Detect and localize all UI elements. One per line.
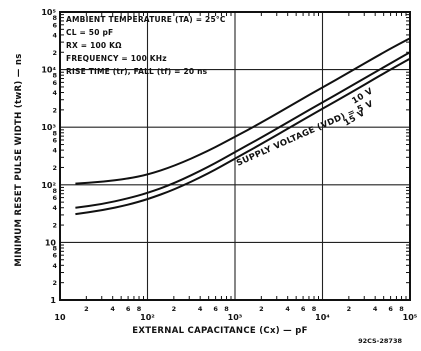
y-tick-label: 1: [50, 296, 56, 305]
series-line-10v: [75, 51, 411, 209]
y-minor-tick-label: 8: [52, 244, 57, 252]
y-minor-tick-label: 4: [52, 147, 57, 155]
test-conditions: AMBIENT TEMPERATURE (TA) = 25°C CL = 50 …: [66, 15, 226, 76]
x-tick-label: 10⁴: [315, 313, 330, 322]
x-minor-tick-label: 6: [388, 305, 393, 313]
y-minor-tick-label: 4: [52, 89, 57, 97]
condition-resistance: RX = 100 KΩ: [66, 41, 122, 50]
y-minor-tick-label: 4: [52, 31, 57, 39]
condition-load-capacitance: CL = 50 pF: [66, 28, 113, 37]
y-minor-tick-label: 2: [52, 164, 57, 172]
x-minor-tick-label: 6: [126, 305, 131, 313]
y-minor-tick-label: 6: [52, 79, 57, 87]
x-minor-tick-label: 6: [213, 305, 218, 313]
x-minor-tick-label: 4: [373, 305, 378, 313]
condition-temperature: AMBIENT TEMPERATURE (TA) = 25°C: [66, 15, 226, 24]
x-minor-tick-label: 6: [301, 305, 306, 313]
y-minor-tick-label: 2: [52, 222, 57, 230]
x-minor-tick-label: 8: [137, 305, 142, 313]
x-minor-tick-label: 8: [399, 305, 404, 313]
x-minor-tick-label: 2: [84, 305, 89, 313]
y-minor-tick-label: 6: [52, 194, 57, 202]
y-minor-tick-label: 2: [52, 49, 57, 57]
y-minor-tick-label: 8: [52, 187, 57, 195]
y-minor-tick-label: 2: [52, 279, 57, 287]
y-minor-tick-label: 8: [52, 129, 57, 137]
figure-code: 92CS-28738: [358, 337, 402, 345]
y-minor-tick-label: 4: [52, 204, 57, 212]
y-minor-tick-label: 6: [52, 21, 57, 29]
x-minor-tick-label: 4: [198, 305, 203, 313]
y-minor-tick-label: 4: [52, 262, 57, 270]
x-tick-label: 10²: [140, 313, 155, 322]
condition-rise-fall-time: RISE TIME (tr), FALL (tf) = 20 ns: [66, 67, 208, 76]
x-axis-title: EXTERNAL CAPACITANCE (Cx) — pF: [132, 326, 307, 336]
x-minor-tick-label: 8: [224, 305, 229, 313]
y-minor-tick-label: 8: [52, 72, 57, 80]
x-minor-tick-label: 4: [285, 305, 290, 313]
x-tick-label: 10³: [228, 313, 243, 322]
y-axis-title: MINIMUM RESET PULSE WIDTH (twR) — ns: [14, 53, 24, 266]
y-tick-label: 10⁴: [41, 66, 56, 75]
plot-frame: [59, 11, 411, 301]
x-tick-label: 10⁵: [403, 313, 418, 322]
y-minor-tick-label: 2: [52, 106, 57, 114]
series-line-15v: [75, 57, 411, 216]
condition-frequency: FREQUENCY = 100 KHz: [66, 54, 167, 63]
y-tick-label: 10: [45, 238, 57, 247]
series-line-5v: [75, 37, 411, 185]
y-minor-tick-label: 6: [52, 136, 57, 144]
x-minor-tick-label: 4: [110, 305, 115, 313]
y-tick-label: 10²: [41, 181, 56, 190]
y-tick-label: 10⁵: [41, 8, 56, 17]
y-minor-tick-label: 8: [52, 14, 57, 22]
y-minor-tick-label: 6: [52, 252, 57, 260]
x-minor-tick-label: 2: [347, 305, 352, 313]
x-minor-tick-label: 2: [259, 305, 264, 313]
x-minor-tick-label: 8: [312, 305, 317, 313]
supply-voltage-annotation: SUPPLY VOLTAGE (VDD) = 5 V: [235, 99, 375, 169]
x-tick-label: 10: [54, 313, 66, 322]
y-tick-label: 10³: [41, 123, 56, 132]
x-minor-tick-label: 2: [172, 305, 177, 313]
